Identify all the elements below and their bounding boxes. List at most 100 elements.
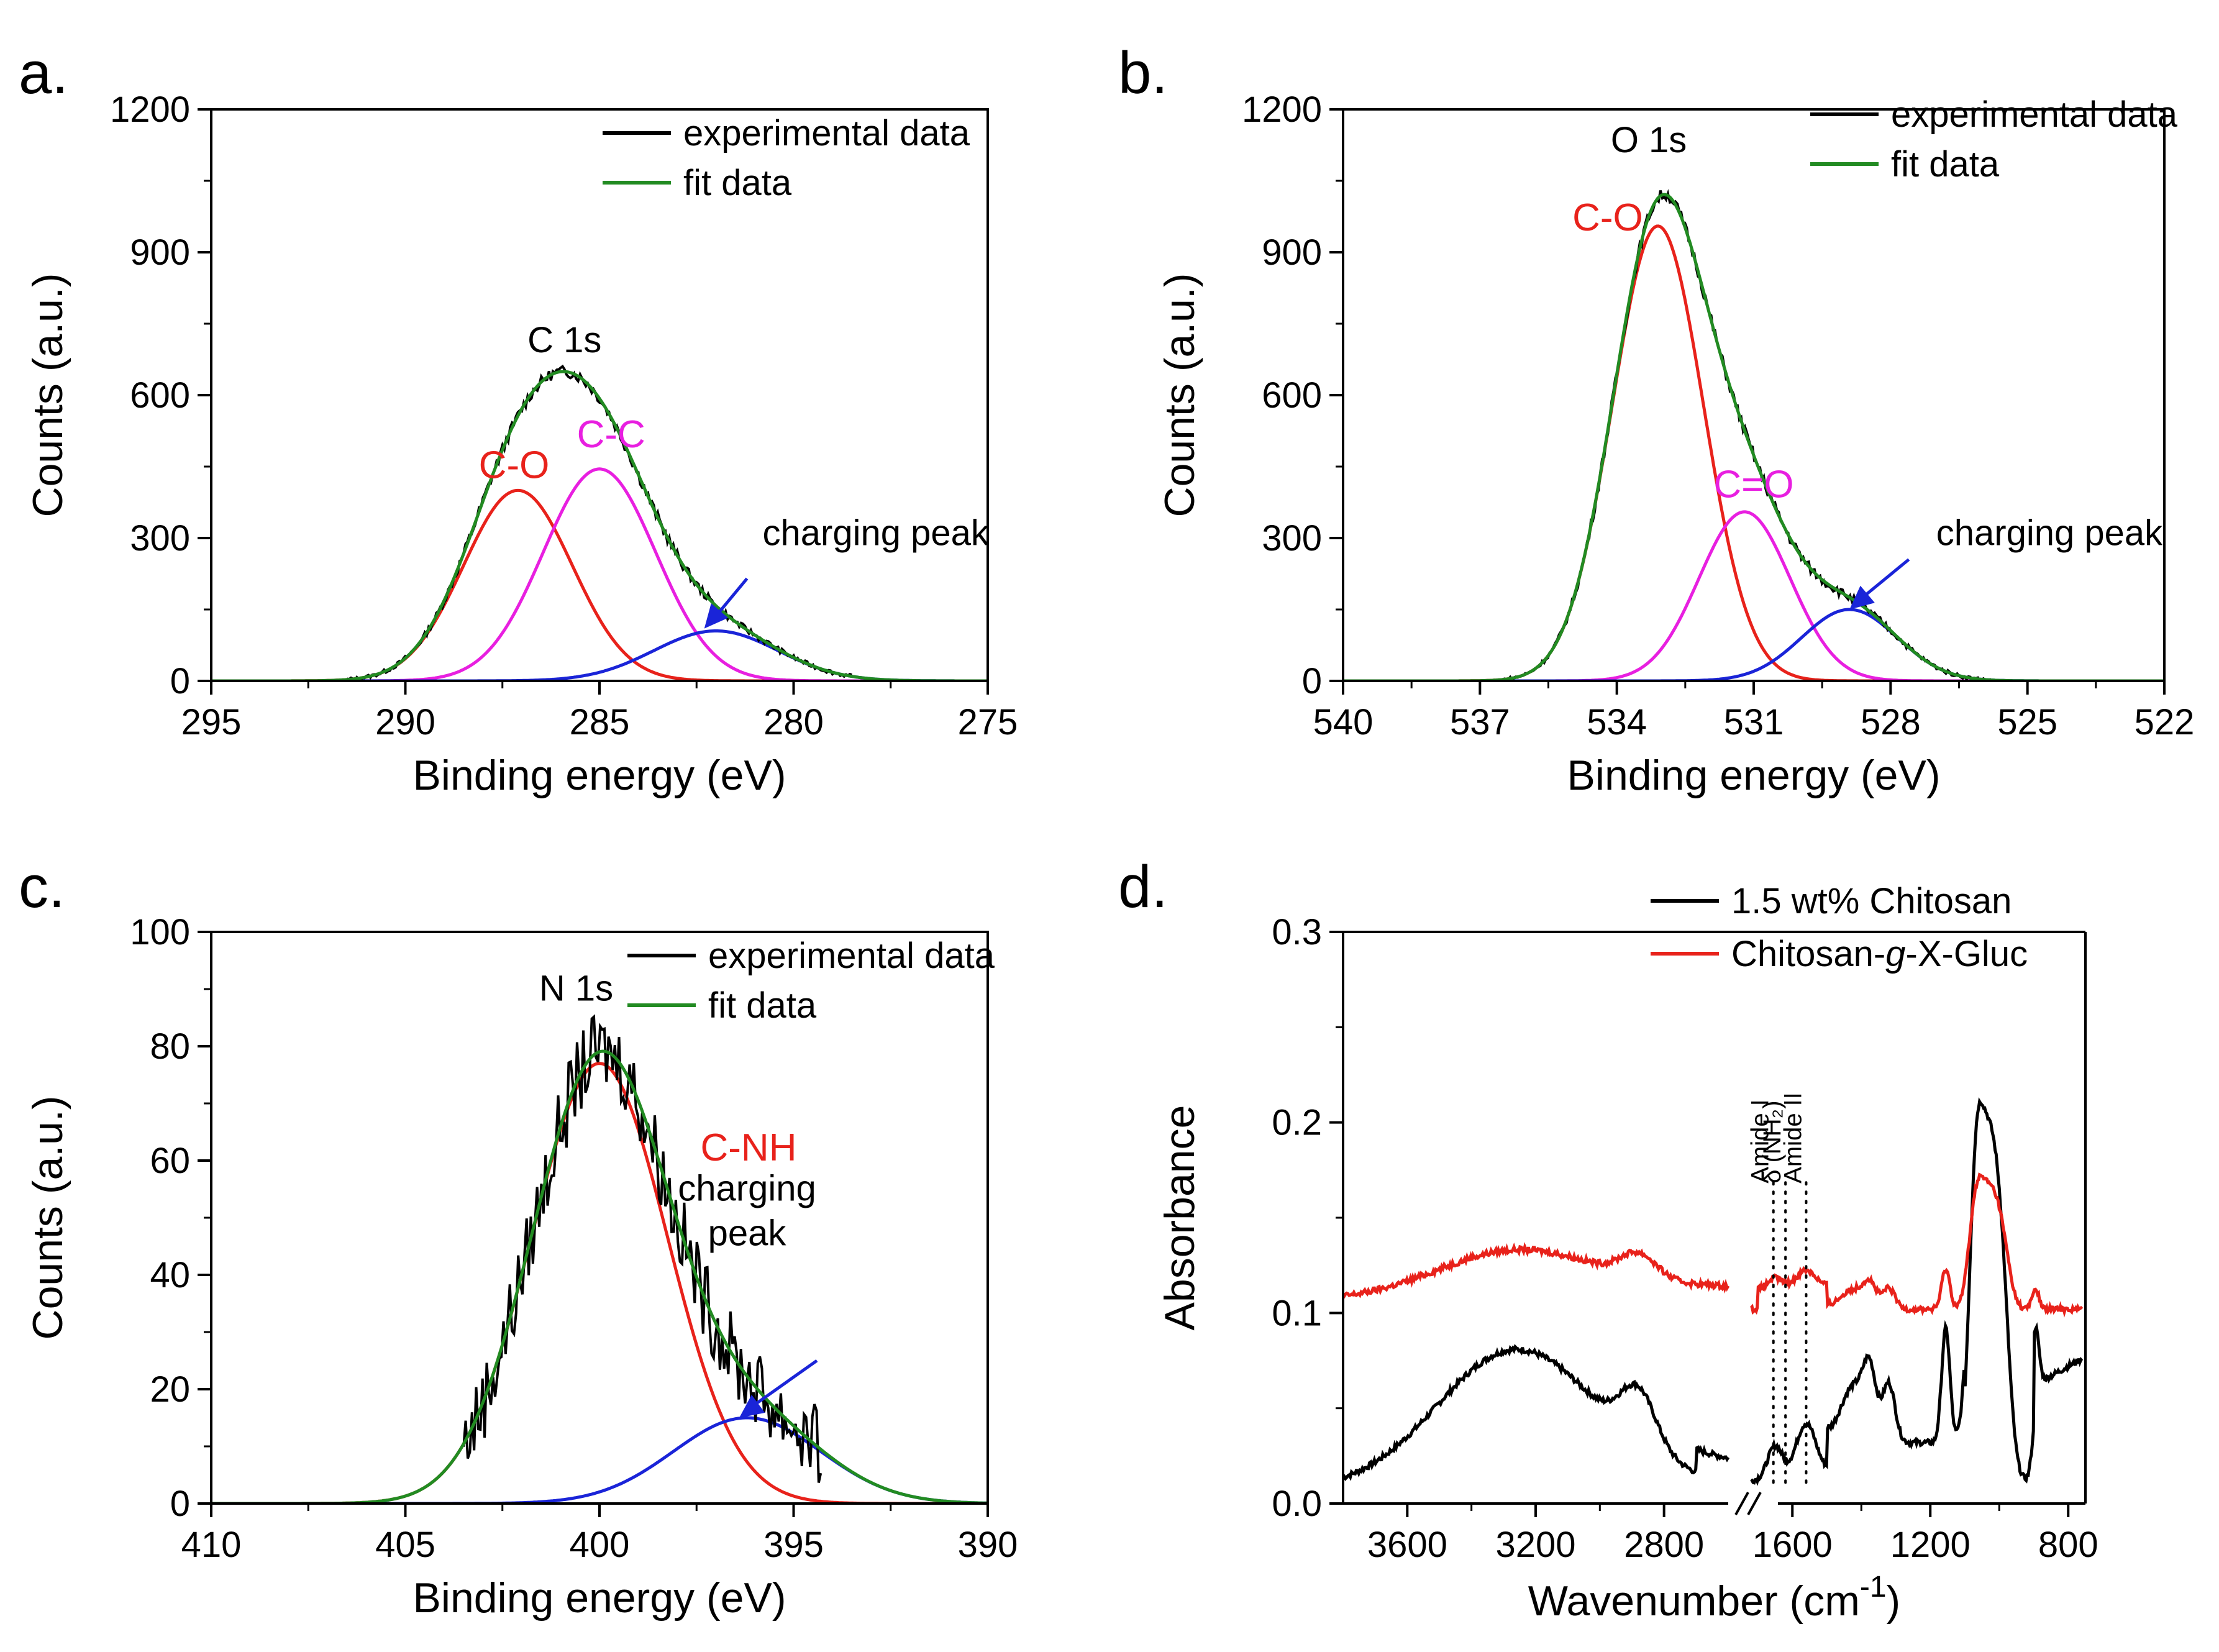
x-tick-label: 537 (1450, 702, 1510, 742)
plot-area (1343, 189, 2164, 681)
y-tick-label: 60 (150, 1141, 190, 1181)
y-tick-label: 1200 (1242, 89, 1322, 130)
annotation-text: charging peak (1936, 513, 2163, 554)
x-tick-label: 390 (958, 1525, 1018, 1565)
x-tick-label: 2800 (1624, 1525, 1704, 1565)
y-tick-label: 0 (170, 1484, 190, 1524)
y-tick-label: 0 (1302, 661, 1322, 701)
legend-label: experimental data (708, 936, 995, 976)
component-curve-c-nh (211, 1062, 988, 1504)
fit-data-curve (211, 1049, 988, 1504)
panel-b: b. 0 300 600 900 1200 540 537 534 531 528 525 522 Bin… (1118, 40, 2194, 799)
plot-frame (210, 108, 989, 682)
peak-title: O 1s (1611, 120, 1687, 160)
y-tick-label: 900 (130, 232, 190, 273)
x-tick-label: 290 (375, 702, 435, 742)
peak-title: C 1s (527, 320, 601, 360)
component-label: C-O (1572, 196, 1643, 239)
y-tick-label: 600 (130, 375, 190, 416)
band-label: δ (NH₂) (1759, 1100, 1786, 1183)
y-tick-label: 80 (150, 1026, 190, 1067)
panel-letter: c. (19, 854, 65, 920)
legend-label: fit data (1891, 144, 2000, 185)
component-curve-charging-peak (211, 1416, 988, 1504)
x-tick-label: 522 (2135, 702, 2195, 742)
panel-d: d. 0.0 0.1 0.2 0.3 3600 3200 2800 1600 1200 800 Wav… (1118, 854, 2098, 1625)
y-tick-label: 0 (170, 661, 190, 701)
x-title-close: ) (1887, 1577, 1901, 1625)
legend-label: 1.5 wt% Chitosan (1731, 881, 2012, 921)
panel-letter: d. (1118, 854, 1168, 920)
component-label: C-C (577, 413, 645, 456)
legend-label-part: Chitosan- (1731, 934, 1885, 974)
component-curve-c-c (211, 467, 988, 681)
axis-break-mark (1747, 1492, 1762, 1515)
plot-area (1343, 1097, 2084, 1486)
y-tick-label: 20 (150, 1369, 190, 1410)
plot-frame (210, 931, 989, 1505)
arrow-head (704, 603, 729, 629)
panel-a: a. 0 300 600 900 1200 295 290 285 280 275 Binding e… (19, 40, 1018, 799)
y-tick-label: 100 (130, 912, 190, 952)
legend-label: fit data (708, 985, 817, 1026)
x-title-main: Wavenumber (cm (1528, 1577, 1860, 1625)
component-curve-charging-peak (211, 629, 988, 681)
x-title-sup: -1 (1860, 1571, 1887, 1604)
annotation-text: charging peak (763, 513, 990, 554)
band-label: Amide II (1779, 1092, 1807, 1184)
y-tick-label: 300 (1262, 518, 1322, 559)
arrow-head (739, 1394, 765, 1418)
annotation-line: charging (678, 1168, 816, 1208)
y-tick-label: 1200 (110, 89, 190, 130)
x-tick-label: 525 (1997, 702, 2057, 742)
legend-label-part: g (1885, 934, 1905, 974)
panel-letter: a. (19, 40, 68, 106)
y-axis-title: Absorbance (1156, 1105, 1203, 1331)
x-tick-label: 528 (1861, 702, 1921, 742)
y-tick-label: 0.2 (1272, 1103, 1322, 1143)
x-axis-title: Wavenumber (cm-1) (1528, 1571, 1900, 1625)
arrow-head (1849, 585, 1875, 609)
plot-frame (1342, 108, 2166, 682)
legend-label: fit data (683, 163, 792, 203)
x-tick-label: 395 (763, 1525, 824, 1565)
x-axis-title: Binding energy (eV) (412, 752, 786, 799)
legend-label: Chitosan-g-X-Gluc (1731, 934, 2028, 974)
panel-c: c. 0 20 40 60 80 100 410 405 400 395 390 Binding ene… (19, 854, 1018, 1622)
annotation-arrow (745, 1359, 818, 1412)
band-label: Amide I (1747, 1099, 1774, 1184)
peak-title: N 1s (539, 968, 613, 1008)
x-tick-label: 800 (2038, 1525, 2098, 1565)
x-tick-label: 280 (763, 702, 824, 742)
x-tick-label: 410 (181, 1525, 242, 1565)
panel-letter: b. (1118, 40, 1168, 106)
fit-data-curve (1343, 193, 2164, 681)
y-tick-label: 600 (1262, 375, 1322, 416)
legend-label-part: -X-Gluc (1906, 934, 2028, 974)
y-axis-title: Counts (a.u.) (1156, 273, 1203, 517)
x-axis-title: Binding energy (eV) (1567, 752, 1940, 799)
y-tick-label: 40 (150, 1255, 190, 1295)
legend-label: experimental data (1891, 94, 2178, 135)
annotation-line: peak (708, 1213, 787, 1253)
x-tick-label: 1600 (1752, 1525, 1833, 1565)
x-tick-label: 3200 (1495, 1525, 1575, 1565)
x-tick-label: 534 (1587, 702, 1647, 742)
component-curve-charging-peak (1343, 608, 2164, 681)
x-tick-label: 1200 (1890, 1525, 1971, 1565)
plot-area (211, 1014, 988, 1504)
component-curve-c-o (1343, 510, 2164, 681)
x-tick-label: 3600 (1367, 1525, 1447, 1565)
y-tick-label: 900 (1262, 232, 1322, 273)
x-tick-label: 275 (958, 702, 1018, 742)
axis-break-mark (1734, 1492, 1749, 1515)
x-tick-label: 531 (1724, 702, 1784, 742)
legend-label: experimental data (683, 113, 970, 153)
y-tick-label: 300 (130, 518, 190, 559)
x-tick-label: 400 (570, 1525, 630, 1565)
x-tick-label: 540 (1313, 702, 1374, 742)
y-tick-label: 0.1 (1272, 1293, 1322, 1333)
component-label: C=O (1713, 463, 1793, 506)
x-tick-label: 285 (570, 702, 630, 742)
